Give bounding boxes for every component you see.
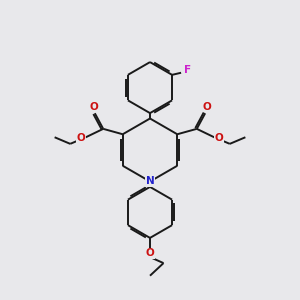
Text: O: O xyxy=(215,134,224,143)
Text: O: O xyxy=(146,248,154,259)
Text: O: O xyxy=(76,134,85,143)
Text: O: O xyxy=(89,102,98,112)
Text: O: O xyxy=(202,102,211,112)
Text: N: N xyxy=(146,176,154,187)
Text: F: F xyxy=(184,65,191,75)
